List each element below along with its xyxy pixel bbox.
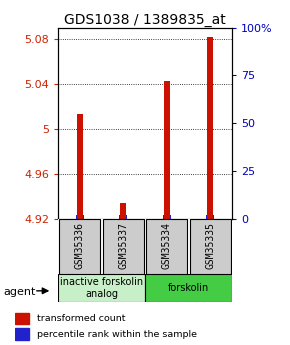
Bar (14, 328, 29, 340)
Text: GSM35335: GSM35335 (205, 222, 215, 269)
Bar (146, 219, 187, 274)
Bar (103, 219, 144, 274)
Bar (58, 274, 145, 302)
Text: GSM35334: GSM35334 (162, 222, 172, 269)
Bar (59, 219, 100, 274)
Text: inactive forskolin
analog: inactive forskolin analog (60, 277, 143, 299)
Bar (120, 203, 126, 219)
Text: GSM35337: GSM35337 (118, 222, 128, 269)
Bar (14, 313, 29, 324)
Title: GDS1038 / 1389835_at: GDS1038 / 1389835_at (64, 12, 226, 27)
Bar (76, 215, 84, 219)
Bar (190, 219, 231, 274)
Text: forskolin: forskolin (168, 283, 209, 293)
Bar (77, 114, 83, 219)
Text: percentile rank within the sample: percentile rank within the sample (37, 329, 197, 338)
Bar (164, 80, 170, 219)
Bar (163, 215, 171, 219)
Text: GSM35336: GSM35336 (75, 222, 85, 269)
Bar (206, 215, 214, 219)
Text: transformed count: transformed count (37, 314, 126, 323)
Bar (145, 274, 232, 302)
Text: agent: agent (3, 287, 35, 296)
Bar (207, 37, 213, 219)
Bar (119, 215, 127, 219)
